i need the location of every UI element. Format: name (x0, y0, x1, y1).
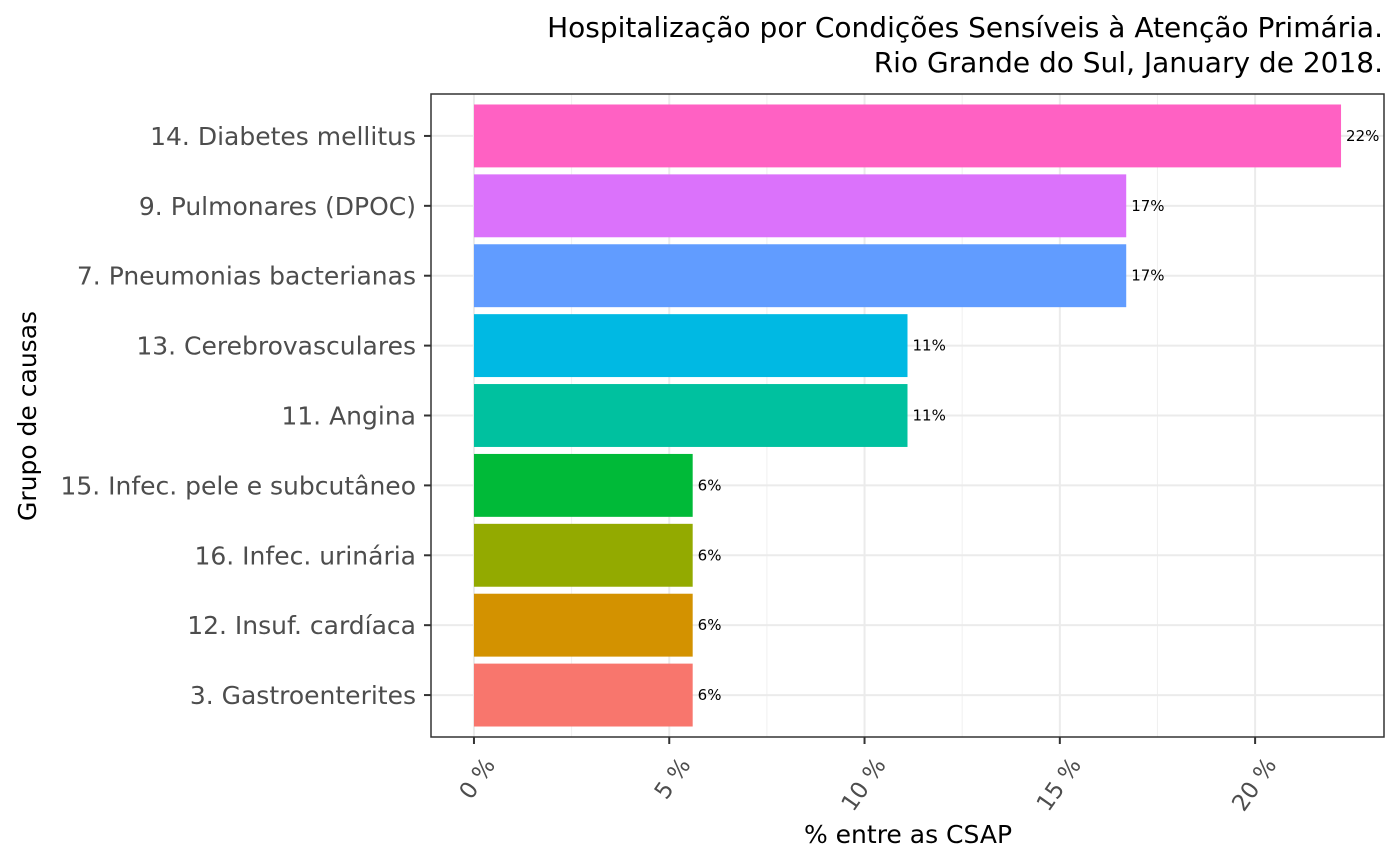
bar (473, 593, 693, 657)
category-label: 3. Gastroenterites (190, 681, 416, 710)
data-label: 6% (698, 686, 722, 704)
bar (473, 314, 908, 378)
x-tick-label: 5 % (650, 753, 696, 804)
bar (473, 174, 1127, 238)
x-tick-label: 20 % (1227, 753, 1282, 816)
chart-title-line-1: Hospitalização por Condições Sensíveis à… (547, 11, 1383, 44)
chart-title-line-2: Rio Grande do Sul, January de 2018. (874, 46, 1383, 79)
category-label: 7. Pneumonias bacterianas (77, 262, 416, 291)
bar (473, 523, 693, 587)
data-label: 17% (1131, 267, 1164, 285)
x-axis-title: % entre as CSAP (804, 820, 1012, 849)
category-label: 16. Infec. urinária (194, 541, 416, 570)
bar (473, 663, 693, 727)
data-label: 11% (913, 407, 946, 425)
data-label: 6% (698, 476, 722, 494)
bar (473, 384, 908, 447)
data-label: 6% (698, 546, 722, 564)
bar (473, 453, 693, 517)
plot-area: 22% 14. Diabetes mellitus 17% 9. Pulmonares… (60, 93, 1385, 816)
x-tick-label: 0 % (455, 753, 501, 804)
x-tick-label: 10 % (837, 753, 892, 816)
category-label: 14. Diabetes mellitus (150, 122, 416, 151)
data-label: 22% (1346, 127, 1379, 145)
plot-border (430, 93, 1385, 738)
data-label: 11% (913, 337, 946, 355)
bar (473, 104, 1342, 168)
category-label: 15. Infec. pele e subcutâneo (60, 471, 416, 500)
data-label: 6% (698, 616, 722, 634)
bar (473, 244, 1127, 308)
data-label: 17% (1131, 197, 1164, 215)
y-axis-title: Grupo de causas (13, 311, 42, 521)
category-label: 12. Insuf. cardíaca (187, 611, 416, 640)
x-tick-label: 15 % (1032, 753, 1087, 816)
category-label: 11. Angina (281, 402, 416, 431)
category-label: 9. Pulmonares (DPOC) (139, 192, 416, 221)
category-label: 13. Cerebrovasculares (136, 332, 416, 361)
